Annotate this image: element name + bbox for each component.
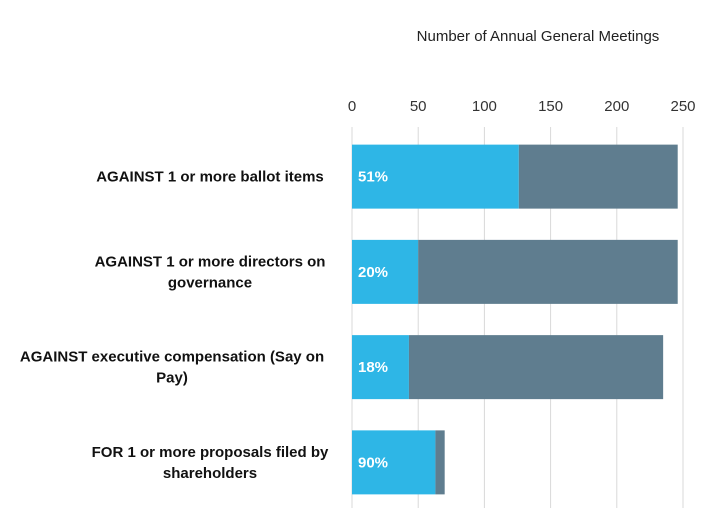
category-labels: AGAINST 1 or more ballot items AGAINST 1 … bbox=[20, 169, 329, 482]
category-label-1-line-1: AGAINST 1 or more ballot items bbox=[96, 169, 324, 186]
category-label-2: AGAINST 1 or more directors on governance bbox=[95, 253, 326, 291]
bar-1-segment-1 bbox=[352, 144, 519, 209]
x-tick-label-100: 100 bbox=[472, 98, 497, 115]
data-label-1: 51% bbox=[358, 169, 388, 186]
category-label-2-line-1: AGAINST 1 or more directors on bbox=[95, 253, 326, 270]
bar-4-segment-1 bbox=[352, 430, 436, 495]
x-tick-labels: 0 50 100 150 200 250 bbox=[348, 98, 696, 115]
bar-3-segment-2 bbox=[408, 335, 664, 400]
x-tick-label-250: 250 bbox=[670, 98, 695, 115]
category-label-4-line-2: shareholders bbox=[163, 465, 257, 482]
data-label-2: 20% bbox=[358, 264, 388, 281]
bar-4-segment-2 bbox=[435, 430, 445, 495]
category-label-1: AGAINST 1 or more ballot items bbox=[96, 169, 324, 186]
data-label-4: 90% bbox=[358, 454, 388, 471]
bar-2-segment-2 bbox=[418, 239, 678, 304]
x-tick-label-200: 200 bbox=[604, 98, 629, 115]
x-axis-title: Number of Annual General Meetings bbox=[417, 28, 660, 45]
x-tick-label-50: 50 bbox=[410, 98, 427, 115]
bar-1-segment-2 bbox=[518, 144, 678, 209]
category-label-2-line-2: governance bbox=[168, 274, 252, 291]
data-label-3: 18% bbox=[358, 359, 388, 376]
category-label-4: FOR 1 or more proposals filed by sharehol… bbox=[92, 444, 329, 482]
category-label-3: AGAINST executive compensation (Say on Pa… bbox=[20, 349, 324, 387]
category-label-3-line-2: Pay) bbox=[156, 370, 188, 387]
x-tick-label-0: 0 bbox=[348, 98, 356, 115]
data-labels: 51% 20% 18% 90% bbox=[358, 169, 388, 472]
bar-2-segment-1 bbox=[352, 239, 419, 304]
bars bbox=[352, 144, 678, 495]
category-label-3-line-1: AGAINST executive compensation (Say on bbox=[20, 349, 324, 366]
bar-3-segment-1 bbox=[352, 335, 409, 400]
category-label-4-line-1: FOR 1 or more proposals filed by bbox=[92, 444, 329, 461]
x-tick-label-150: 150 bbox=[538, 98, 563, 115]
